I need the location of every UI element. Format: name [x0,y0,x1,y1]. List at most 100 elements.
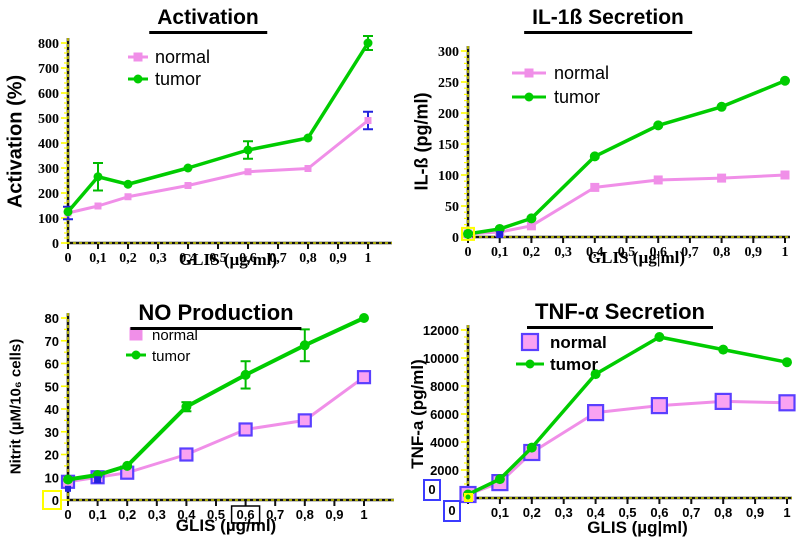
decorations: 0 [42,476,261,524]
x-axis-label: GLIS (µg/ml) [176,516,276,535]
tumor-marker [363,38,373,48]
x-tick-label: 0,1 [491,505,509,520]
y-tick-label: 500 [38,112,59,127]
x-tick-label: 0,3 [148,507,166,522]
y-zero-label: 0 [52,493,59,508]
tumor-marker [653,120,664,131]
y-tick-label: 60 [45,357,59,372]
tumor-marker [303,133,313,143]
tumor-marker [716,101,727,112]
blue-square-highlight [65,485,71,492]
blue-square-highlight [496,231,504,239]
tumor-marker [63,474,73,485]
normal-marker [364,117,372,124]
legend-label-tumor: tumor [155,69,201,89]
tumor-marker [243,145,253,155]
chart-canvas-il1b: 0 50 100 150 200 250 300 0 0,1 0,2 0,3 0,4 0,5 0,6 0,7… [438,45,790,267]
series-tumor [463,332,792,500]
tumor-marker [299,340,310,351]
chart-panel-no-production: 10 20 30 40 50 60 70 80 0 0,1 0,2 0,3 0,4 0,5 0,6 0,7 0,… [0,272,400,544]
normal-marker [653,175,663,185]
y-axis-label: Activation (%) [4,74,27,209]
normal-marker [714,392,732,411]
y-tick-label: 70 [45,334,59,349]
x-ticks: 0,1 0,2 0,3 0,4 0,5 0,6 0,7 0,8 0,9 1 [467,499,791,520]
y-tick-label: 6000 [430,407,459,422]
y-tick-label: 200 [38,187,59,202]
tumor-marker [654,332,665,342]
y-tick-label: 4000 [430,435,459,450]
x-zero-label: 0 [448,503,455,518]
y-tick-label: 20 [45,448,59,463]
tumor-marker [240,369,251,380]
y-tick-label: 80 [45,311,59,326]
tumor-marker [780,75,790,86]
decorations: 00 [423,479,473,522]
normal-marker [780,170,790,180]
x-tick-label: 1 [783,505,790,520]
x-axis-label: GLIS (µg/ml) [179,250,277,269]
normal-marker [179,447,194,462]
tumor-marker [93,172,103,182]
x-tick-label: 0,6 [239,251,257,266]
tumor-marker [359,313,369,323]
x-tick-label: 0,5 [618,245,636,260]
legend-tumor-marker [133,74,143,84]
x-tick-label: 0,2 [119,251,137,266]
normal-marker [587,404,605,422]
tumor-marker [526,442,537,453]
series-normal [463,170,790,239]
tumor-marker [589,151,600,162]
series-line-tumor [467,335,788,497]
x-tick-label: 0 [465,245,472,260]
normal-marker [356,370,372,385]
legend-normal-marker [129,327,143,341]
tumor-marker [463,228,473,239]
tumor-marker [494,474,505,485]
tumor-marker [183,163,193,173]
series-tumor [63,35,373,217]
x-tick-label: 0,9 [745,245,763,260]
series-normal [459,392,796,504]
y-tick-label: 2000 [430,463,459,478]
x-tick-label: 0,2 [118,507,136,522]
normal-marker [717,173,727,183]
series-normal [63,110,373,221]
normal-marker [778,394,796,412]
normal-marker [297,413,312,428]
y-zero-label: 0 [428,482,435,497]
series-tumor [463,75,790,239]
normal-marker [124,193,132,201]
axes [66,313,394,502]
chart-title: TNF-α Secretion [527,299,713,329]
series-line-tumor [67,316,365,482]
x-tick-label: 0,3 [149,251,167,266]
x-tick-label: 0,1 [491,245,509,260]
decorations [461,226,504,241]
y-tick-label: 8000 [430,379,459,394]
y-tick-label: 30 [45,425,59,440]
blue-highlight-box [423,479,441,501]
legend-tumor-marker [131,350,141,360]
x-tick-label: 0,1 [89,251,107,266]
normal-marker [526,221,536,231]
x-ticks: 0 0,1 0,2 0,3 0,4 0,5 0,6 0,7 0,8 0,9 1 [64,501,368,522]
normal-marker [238,422,253,437]
x-tick-label: 0,4 [587,505,606,520]
chart-title: IL-1ß Secretion [524,6,692,34]
y-ticks: 10 20 30 40 50 60 70 80 [45,311,67,501]
x-tick-label: 0,8 [713,245,731,260]
y-axis-label: TNF-a (pg/ml) [408,359,427,469]
yellow-highlight-box [42,490,62,510]
x-ticks: 0 0,1 0,2 0,3 0,4 0,5 0,6 0,7 0,8 0,9 1 [65,244,372,266]
x-tick-label: 0,6 [649,245,667,260]
legend-label-normal: normal [550,333,607,352]
y-tick-label: 300 [438,45,459,60]
y-tick-label: 50 [45,379,59,394]
black-highlight-box [230,505,261,524]
y-tick-label: 300 [38,162,59,177]
